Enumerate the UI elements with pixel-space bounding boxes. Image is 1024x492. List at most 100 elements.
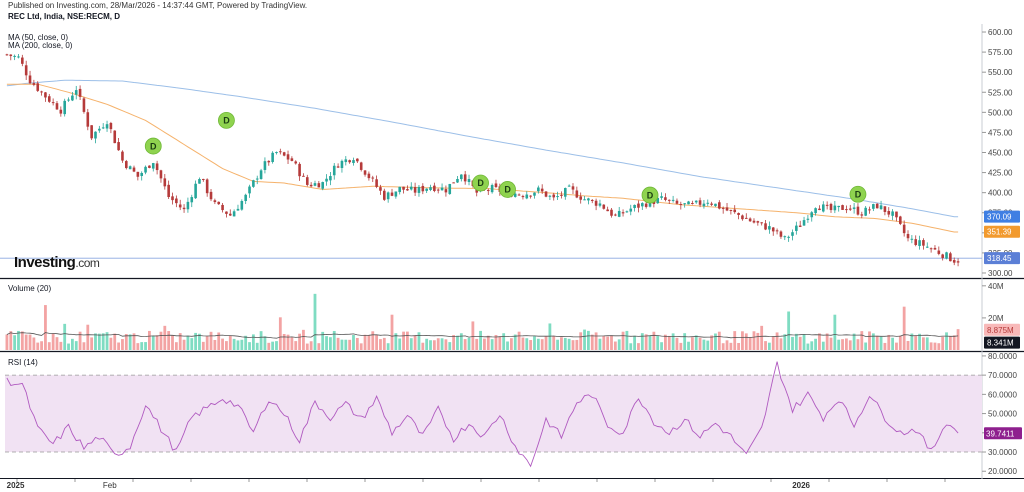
- dividend-marker[interactable]: [218, 111, 235, 129]
- candle-body: [63, 100, 66, 115]
- price-badge: [984, 225, 1020, 238]
- candle-body: [714, 203, 717, 206]
- volume-bar: [151, 335, 155, 350]
- volume-bar: [694, 335, 698, 350]
- candle-body: [864, 207, 867, 216]
- candle-body: [167, 184, 170, 198]
- dividend-marker[interactable]: [472, 174, 489, 192]
- candle-body: [436, 189, 440, 191]
- volume-bar: [902, 306, 906, 350]
- volume-bar: [748, 337, 752, 350]
- candle-body: [444, 189, 448, 193]
- candle-body: [433, 185, 436, 192]
- dividend-marker[interactable]: [849, 185, 867, 203]
- volume-bar: [556, 339, 559, 350]
- candle-body: [606, 209, 609, 212]
- candle-body: [771, 227, 775, 232]
- candle-body: [402, 186, 405, 190]
- volume-bar: [879, 336, 883, 350]
- volume-bar: [871, 333, 875, 350]
- volume-bar: [463, 339, 467, 350]
- candle-body: [321, 182, 324, 189]
- volume-bar: [625, 330, 629, 350]
- candle-body: [144, 166, 147, 173]
- volume-bar: [829, 337, 833, 350]
- candle-body: [47, 96, 51, 102]
- volume-bar: [898, 335, 902, 350]
- volume-bar: [124, 334, 128, 350]
- volume-bar: [610, 335, 613, 350]
- volume-bar: [328, 337, 332, 350]
- volume-bar: [232, 338, 236, 350]
- volume-bar: [791, 336, 794, 350]
- volume-bar: [336, 337, 340, 350]
- candle-body: [406, 189, 409, 191]
- candle-body: [98, 128, 101, 131]
- candle-body: [494, 183, 498, 188]
- ma200-line: [6, 79, 959, 218]
- volume-bar: [548, 323, 552, 350]
- volume-bar: [317, 343, 321, 350]
- volume-bar: [925, 337, 929, 350]
- volume-bar: [148, 330, 151, 350]
- volume-bar: [178, 333, 182, 350]
- candle-body: [290, 158, 294, 161]
- candle-body: [275, 152, 278, 154]
- candle-body: [675, 200, 679, 204]
- volume-bar: [613, 341, 617, 350]
- price-tick-label: 425.00: [988, 169, 1013, 178]
- dividend-marker[interactable]: [641, 186, 659, 204]
- volume-bar: [752, 331, 756, 350]
- volume-bar: [540, 339, 544, 350]
- candle-body: [386, 192, 390, 200]
- volume-bar: [729, 342, 733, 350]
- rsi-badge: [984, 427, 1022, 440]
- candle-body: [490, 185, 494, 193]
- candle-body: [956, 261, 960, 263]
- volume-bar: [479, 330, 482, 350]
- volume-bar: [833, 314, 837, 350]
- candle-body: [67, 99, 70, 101]
- candle-body: [5, 54, 9, 56]
- candle-body: [768, 226, 771, 230]
- volume-bar: [78, 331, 82, 350]
- candle-body: [918, 240, 921, 246]
- volume-bar: [779, 338, 783, 350]
- dividend-marker[interactable]: [144, 137, 162, 155]
- volume-bar: [644, 334, 648, 350]
- volume-bar: [741, 331, 744, 350]
- volume-bar: [275, 341, 278, 350]
- volume-bar: [348, 339, 352, 350]
- volume-bar: [818, 333, 821, 350]
- candle-body: [641, 203, 644, 207]
- ma50-legend-label[interactable]: MA (50, close, 0): [8, 33, 69, 42]
- volume-bar: [290, 337, 294, 350]
- candle-body: [621, 212, 625, 214]
- x-tick-label: 2025: [7, 481, 25, 490]
- candle-body: [109, 123, 113, 130]
- volume-bar: [248, 342, 251, 350]
- candle-body: [209, 191, 213, 200]
- volume-bar: [278, 317, 282, 350]
- volume-bar: [313, 293, 317, 350]
- candle-body: [868, 209, 871, 211]
- ma200-legend-label[interactable]: MA (200, close, 0): [8, 41, 73, 50]
- volume-bar: [117, 342, 120, 350]
- candle-body: [421, 185, 425, 192]
- candle-body: [729, 209, 733, 211]
- volume-bar: [213, 339, 217, 350]
- volume-bar: [286, 334, 290, 350]
- volume-badge: [984, 323, 1020, 336]
- volume-bar: [667, 335, 671, 350]
- candle-body: [721, 207, 725, 209]
- volume-bar: [105, 332, 109, 350]
- volume-bar: [382, 337, 386, 350]
- candle-body: [656, 197, 660, 204]
- dividend-marker[interactable]: [499, 181, 516, 198]
- volume-bar: [721, 343, 725, 350]
- volume-bar: [432, 340, 436, 350]
- price-tick-label: 575.00: [988, 48, 1013, 57]
- candle-body: [359, 162, 363, 170]
- volume-bar: [660, 342, 663, 350]
